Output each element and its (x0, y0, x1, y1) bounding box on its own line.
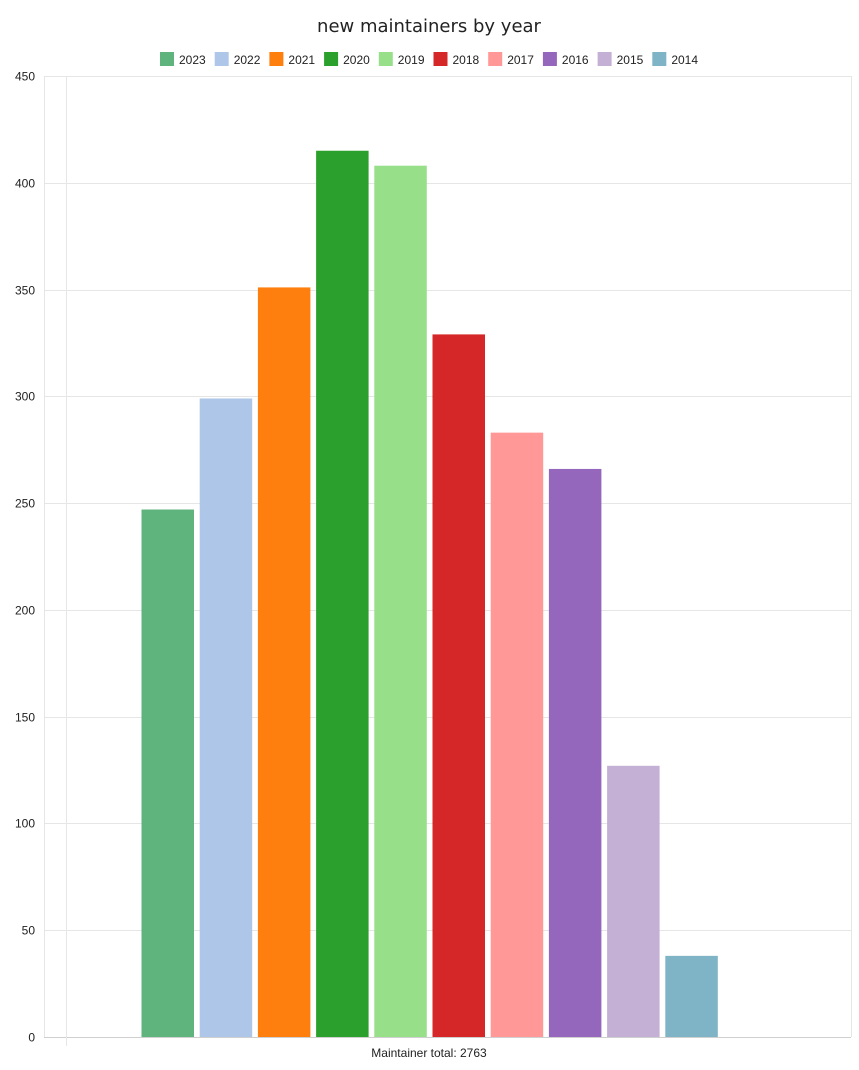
bar-2021[interactable] (257, 287, 311, 1037)
legend-item-2018[interactable]: 2018 (433, 52, 480, 67)
x-category-label: Maintainer total: 2763 (371, 1046, 487, 1060)
legend-label: 2021 (288, 53, 315, 67)
y-tick-label: 50 (22, 924, 36, 938)
legend-swatch (652, 52, 667, 66)
y-tick-label: 450 (15, 70, 35, 84)
y-tick-label: 200 (15, 604, 35, 618)
bar-2014[interactable] (665, 955, 718, 1037)
legend-item-2022[interactable]: 2022 (214, 52, 261, 67)
legend-swatch (324, 52, 339, 66)
chart-title: new maintainers by year (317, 16, 542, 37)
legend-swatch (433, 52, 448, 66)
y-tick-label: 350 (15, 284, 35, 298)
bar-2015[interactable] (607, 765, 660, 1037)
legend-label: 2019 (398, 53, 425, 67)
legend-swatch (488, 52, 503, 66)
legend-item-2021[interactable]: 2021 (269, 52, 315, 67)
axes: 0 50 100 150 200 250 300 350 400 450 Maintainer to… (15, 70, 487, 1061)
y-tick-label: 100 (15, 817, 35, 831)
legend-label: 2016 (562, 53, 589, 67)
bar-2019[interactable] (374, 165, 427, 1037)
bar-2023[interactable] (141, 509, 195, 1037)
bar-2020[interactable] (316, 150, 369, 1037)
legend: 2023 2022 2021 2020 2019 2018 2017 2016 2015 2014 (159, 52, 698, 67)
bar-2018[interactable] (432, 334, 486, 1037)
bar-2022[interactable] (199, 398, 253, 1038)
y-tick-label: 400 (15, 177, 35, 191)
legend-swatch (378, 52, 393, 66)
y-tick-label: 250 (15, 497, 35, 511)
legend-item-2015[interactable]: 2015 (597, 52, 644, 67)
legend-item-2019[interactable]: 2019 (378, 52, 425, 67)
legend-label: 2015 (617, 53, 644, 67)
legend-label: 2020 (343, 53, 370, 67)
y-tick-label: 300 (15, 390, 35, 404)
legend-label: 2017 (507, 53, 534, 67)
legend-swatch (159, 52, 174, 66)
legend-label: 2022 (234, 53, 261, 67)
bar-2017[interactable] (490, 432, 544, 1037)
bars (141, 150, 718, 1038)
legend-item-2020[interactable]: 2020 (324, 52, 370, 67)
legend-item-2016[interactable]: 2016 (542, 52, 589, 67)
legend-label: 2023 (179, 53, 206, 67)
legend-label: 2014 (671, 53, 698, 67)
legend-item-2017[interactable]: 2017 (488, 52, 534, 67)
legend-label: 2018 (453, 53, 480, 67)
legend-item-2014[interactable]: 2014 (652, 52, 698, 67)
legend-item-2023[interactable]: 2023 (159, 52, 206, 67)
legend-swatch (597, 52, 612, 66)
legend-swatch (542, 52, 557, 66)
legend-swatch (269, 52, 284, 66)
legend-swatch (214, 52, 229, 66)
bar-2016[interactable] (548, 468, 602, 1037)
y-tick-label: 150 (15, 711, 35, 725)
y-tick-label: 0 (28, 1031, 35, 1045)
